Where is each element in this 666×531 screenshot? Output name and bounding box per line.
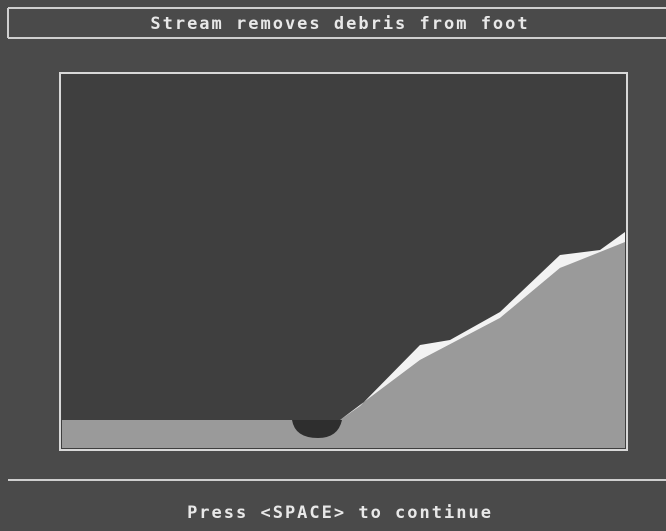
continue-prompt: Press <SPACE> to continue [187,503,493,523]
page: Stream removes debris from foot Press <S… [0,0,666,531]
scene [60,73,627,450]
title: Stream removes debris from foot [150,14,529,34]
game-screen: Stream removes debris from foot Press <S… [0,0,666,531]
